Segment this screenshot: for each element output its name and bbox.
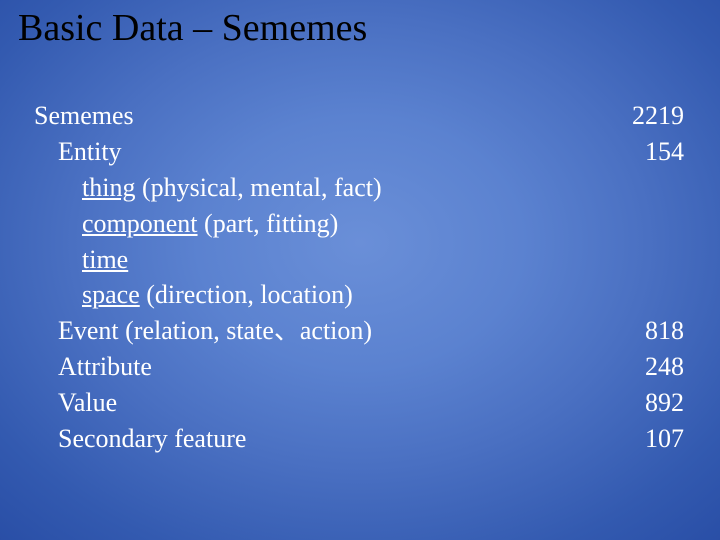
- label-value: Value: [58, 385, 117, 421]
- label-time-underlined: time: [82, 245, 128, 274]
- label-sememes: Sememes: [34, 98, 134, 134]
- value-event: 818: [604, 313, 684, 349]
- row-sememes: Sememes 2219: [34, 98, 684, 134]
- row-component: component (part, fitting): [34, 206, 684, 242]
- value-sememes: 2219: [604, 98, 684, 134]
- slide-content: Sememes 2219 Entity 154 thing (physical,…: [34, 98, 684, 457]
- label-event: Event (relation, state、action): [58, 313, 372, 349]
- label-time: time: [82, 242, 128, 278]
- value-secondary: 107: [604, 421, 684, 457]
- label-thing-underlined: thing: [82, 173, 135, 202]
- value-value: 892: [604, 385, 684, 421]
- row-event: Event (relation, state、action) 818: [34, 313, 684, 349]
- label-thing: thing (physical, mental, fact): [82, 170, 382, 206]
- row-attribute: Attribute 248: [34, 349, 684, 385]
- row-entity: Entity 154: [34, 134, 684, 170]
- row-value: Value 892: [34, 385, 684, 421]
- label-entity: Entity: [58, 134, 122, 170]
- label-space-underlined: space: [82, 280, 140, 309]
- value-attribute: 248: [604, 349, 684, 385]
- slide: Basic Data – Sememes Sememes 2219 Entity…: [0, 0, 720, 540]
- label-secondary: Secondary feature: [58, 421, 246, 457]
- slide-title: Basic Data – Sememes: [18, 6, 367, 50]
- row-thing: thing (physical, mental, fact): [34, 170, 684, 206]
- row-space: space (direction, location): [34, 277, 684, 313]
- row-secondary: Secondary feature 107: [34, 421, 684, 457]
- value-entity: 154: [604, 134, 684, 170]
- label-attribute: Attribute: [58, 349, 152, 385]
- label-component: component (part, fitting): [82, 206, 338, 242]
- label-component-underlined: component: [82, 209, 198, 238]
- label-space: space (direction, location): [82, 277, 353, 313]
- label-space-rest: (direction, location): [140, 280, 353, 309]
- label-thing-rest: (physical, mental, fact): [135, 173, 381, 202]
- label-component-rest: (part, fitting): [198, 209, 339, 238]
- row-time: time: [34, 242, 684, 278]
